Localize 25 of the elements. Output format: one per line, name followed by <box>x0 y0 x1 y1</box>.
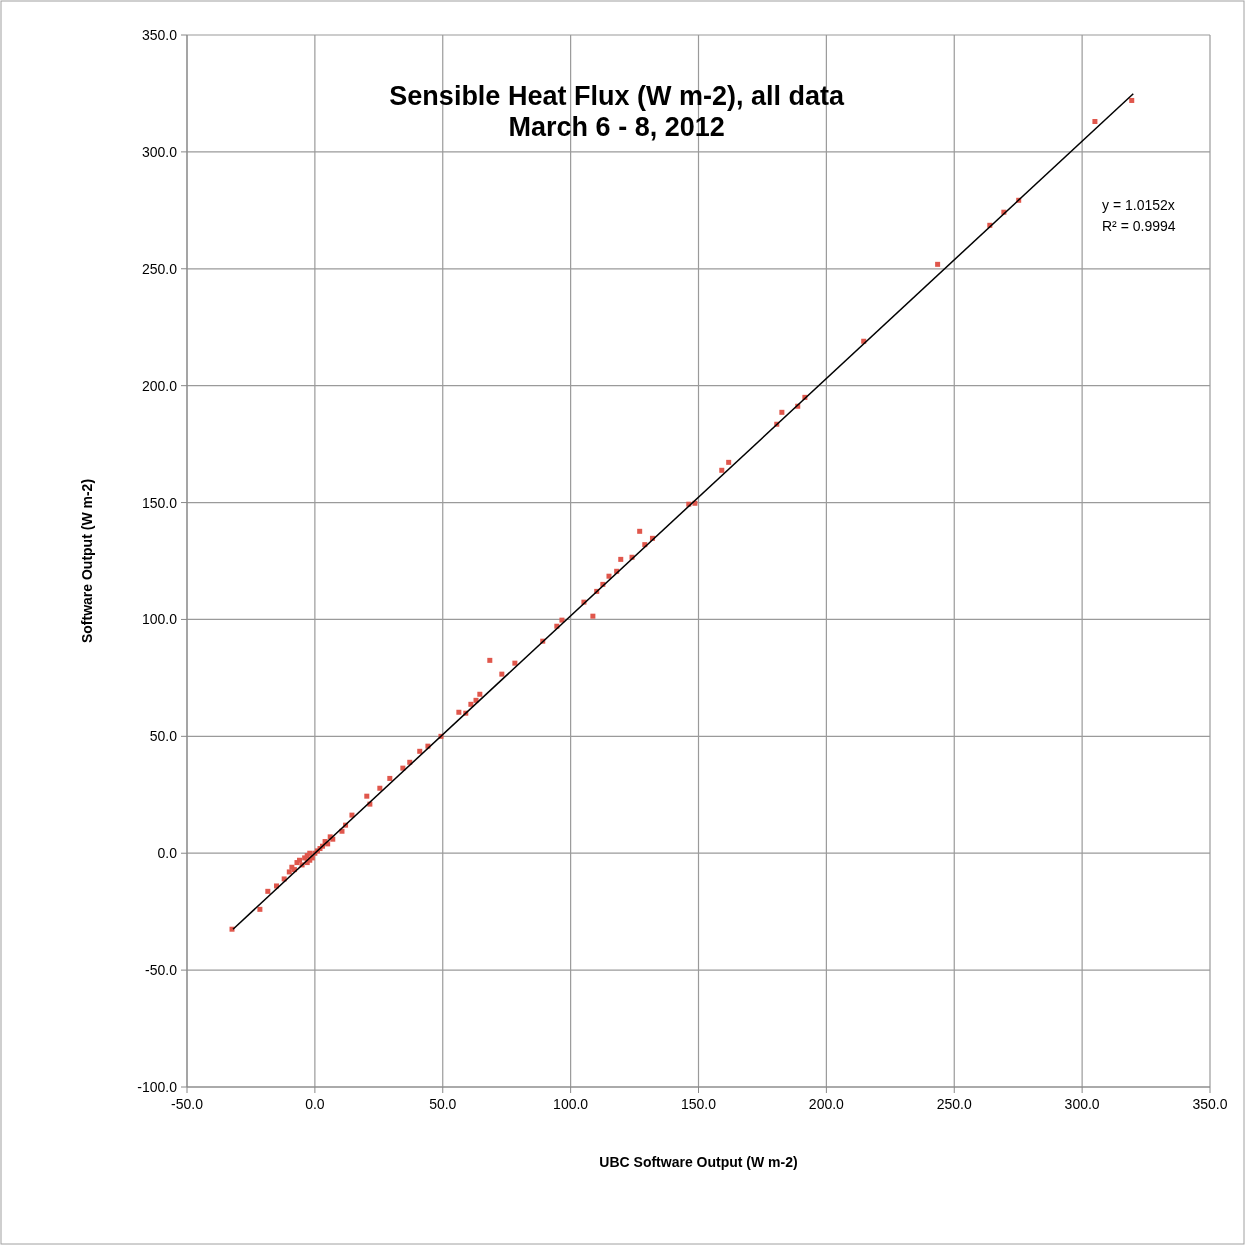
y-tick-label: 350.0 <box>141 27 178 43</box>
x-tick-label: -50.0 <box>171 1096 204 1112</box>
annotation: R² = 0.9994 <box>1102 218 1176 234</box>
x-tick-label: 0.0 <box>305 1096 325 1112</box>
y-tick-label: 100.0 <box>141 611 178 628</box>
text: Sensible Heat Flux (W m-2), all data <box>389 81 845 112</box>
x-tick-label: 350.0 <box>1192 1096 1228 1112</box>
y-tick-label: 200.0 <box>141 377 178 394</box>
y-tick-label: 50.0 <box>149 728 178 745</box>
x-tick-label: 200.0 <box>808 1096 845 1112</box>
x-tick-label: 150.0 <box>680 1096 717 1112</box>
y-tick-label: 250.0 <box>141 260 178 277</box>
x-axis-title: UBC Software Output (W m-2) <box>599 1154 798 1170</box>
x-tick-label: 250.0 <box>936 1096 972 1112</box>
y-tick-label: 0.0 <box>157 845 178 862</box>
y-tick-label: -50.0 <box>145 962 178 979</box>
text: March 6 - 8, 2012 <box>508 111 725 142</box>
y-tick-label: 150.0 <box>141 494 178 511</box>
x-tick-label: 300.0 <box>1064 1096 1100 1112</box>
annotation: y = 1.0152x <box>1102 197 1175 213</box>
x-tick-label: 100.0 <box>553 1096 589 1112</box>
y-axis-title: Software Output (W m-2) <box>79 478 95 644</box>
y-tick-label: 300.0 <box>141 143 178 160</box>
y-tick-label: -100.0 <box>137 1079 178 1095</box>
x-tick-label: 50.0 <box>429 1096 457 1112</box>
